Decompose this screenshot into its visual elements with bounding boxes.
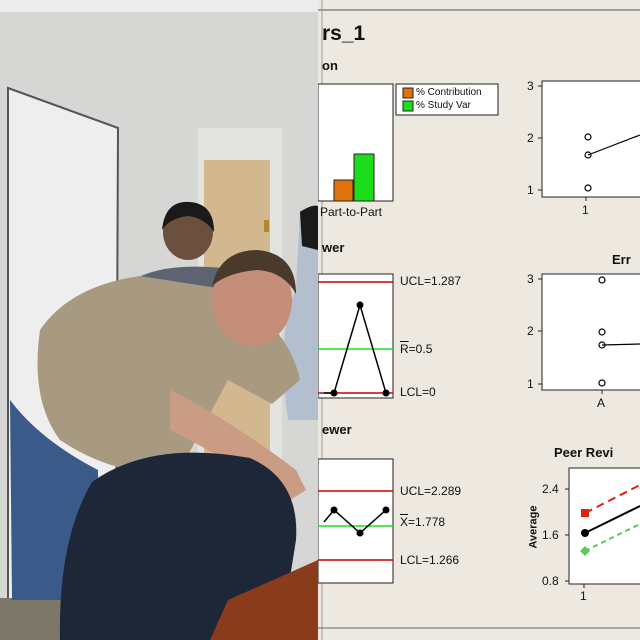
interaction-point-red — [581, 509, 589, 517]
by-part-ytick: 1 — [527, 183, 534, 197]
table — [210, 560, 318, 640]
by-operator-ytick: 3 — [527, 272, 534, 286]
components-category-label: Part-to-Part — [320, 205, 383, 219]
xbar-chart-point — [382, 506, 390, 514]
jacket-on-chair — [59, 452, 297, 640]
main-person-head — [212, 254, 292, 346]
by-operator-xtick-label: A — [597, 396, 606, 410]
xbar-chart-heading: ewer — [322, 422, 352, 437]
r-chart-point — [330, 389, 338, 397]
interaction-point-black — [581, 529, 589, 537]
by-operator-plot-area — [541, 273, 640, 391]
by-operator-point — [598, 276, 606, 284]
bar-study-var — [353, 153, 375, 202]
xbar-chart-plot-area — [318, 458, 394, 584]
door-hinge — [264, 220, 269, 232]
by-part-line — [587, 134, 640, 156]
minitab-gage-rr-panel: rs_1 on wer ewer Err Peer Revi % Contrib… — [318, 0, 640, 640]
person-back-hair — [162, 201, 214, 232]
by-operator-ytick: 1 — [527, 377, 534, 391]
interaction-ytick: 2.4 — [542, 482, 559, 496]
r-chart-plot-area — [318, 273, 394, 399]
r-bar-value: =0.5 — [408, 342, 433, 356]
interaction-series-black — [584, 505, 640, 534]
panel-graphics — [318, 0, 640, 640]
legend-label-contribution: % Contribution — [416, 87, 482, 98]
window-title: rs_1 — [322, 22, 366, 45]
legend-swatch-contribution — [402, 87, 414, 99]
interaction-heading: Peer Revi — [554, 445, 614, 460]
interaction-ylabel: Average — [527, 505, 540, 549]
r-bar-symbol: R — [400, 342, 409, 356]
by-part-point — [584, 133, 592, 141]
photo-scene — [0, 0, 318, 640]
by-operator-ytick: 2 — [527, 324, 534, 338]
by-part-ytick: 2 — [527, 131, 534, 145]
xbar-chart-series — [323, 508, 387, 535]
xbar-chart-point — [356, 529, 364, 537]
interaction-xtick-label: 1 — [580, 589, 587, 603]
x-bar-symbol: X — [400, 514, 409, 529]
by-part-ytick: 3 — [527, 79, 534, 93]
r-chart-point — [382, 389, 390, 397]
by-operator-point — [598, 379, 606, 387]
person-right-hair — [300, 205, 318, 250]
xbar-chart-lcl-label: LCL=1.266 — [400, 553, 460, 567]
legend-swatch-study-var — [402, 100, 414, 112]
by-part-xtick-label: 1 — [582, 203, 589, 217]
xbar-chart-ucl-label: UCL=2.289 — [400, 484, 462, 498]
by-operator-point — [598, 328, 606, 336]
by-operator-line — [601, 343, 640, 346]
components-heading: on — [322, 58, 338, 73]
r-chart-heading: wer — [322, 240, 345, 255]
bar-contribution — [333, 179, 354, 202]
interaction-plot-area — [568, 467, 640, 585]
x-bar-value: =1.778 — [408, 515, 446, 529]
xbar-chart-center-label: X=1.778 — [400, 514, 446, 529]
r-chart-point — [356, 301, 364, 309]
interaction-series-red — [584, 484, 640, 514]
error-chart-heading: Err — [612, 252, 631, 267]
interaction-ytick: 0.8 — [542, 574, 559, 588]
interaction-series-green — [584, 523, 640, 552]
main-person-hair — [212, 250, 296, 294]
r-chart-ucl-label: UCL=1.287 — [400, 274, 462, 288]
ceiling — [0, 0, 318, 12]
interaction-point-green — [580, 546, 590, 556]
interaction-ytick: 1.6 — [542, 528, 559, 542]
by-part-plot-area — [541, 80, 640, 198]
xbar-chart-point — [330, 506, 338, 514]
by-part-point — [584, 184, 592, 192]
r-chart-series — [324, 302, 387, 394]
legend-label-study-var: % Study Var — [416, 100, 471, 111]
r-chart-lcl-label: LCL=0 — [400, 385, 436, 399]
r-chart-center-label: R=0.5 — [400, 342, 432, 356]
